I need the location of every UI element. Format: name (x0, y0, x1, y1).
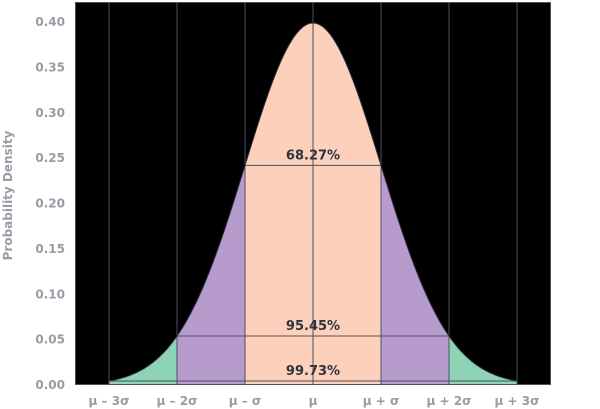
interval-label-3: 99.73% (286, 364, 340, 379)
x-tick-label: μ (309, 394, 318, 408)
x-tick-label: μ – 3σ (89, 394, 130, 408)
y-tick-label: 0.05 (35, 333, 65, 347)
interval-label-1: 68.27% (286, 148, 340, 163)
grid-lines (75, 2, 551, 385)
y-tick-label: 0.15 (35, 242, 65, 256)
y-tick-label: 0.40 (35, 15, 65, 29)
interval-label-2: 95.45% (286, 319, 340, 334)
y-tick-label: 0.00 (35, 378, 65, 392)
x-tick-label: μ + 2σ (427, 394, 472, 408)
y-axis-ticks: 0.00 0.05 0.10 0.15 0.20 0.25 0.30 0.35 0.40 (35, 15, 65, 392)
interval-labels: 68.27% 95.45% 99.73% (286, 148, 340, 379)
interval-lines (109, 164, 517, 382)
y-tick-label: 0.35 (35, 60, 65, 74)
y-tick-label: 0.20 (35, 197, 65, 211)
x-tick-label: μ – σ (229, 394, 262, 408)
plot-frame (75, 2, 551, 385)
x-axis-ticks: μ – 3σ μ – 2σ μ – σ μ μ + σ μ + 2σ μ + 3σ (89, 394, 540, 408)
x-tick-label: μ – 2σ (157, 394, 198, 408)
x-tick-label: μ + σ (363, 394, 400, 408)
density-curve (108, 22, 518, 382)
y-tick-label: 0.25 (35, 151, 65, 165)
y-tick-label: 0.30 (35, 106, 65, 120)
y-axis-title: Probability Density (1, 130, 15, 260)
x-tick-label: μ + 3σ (495, 394, 540, 408)
y-tick-label: 0.10 (35, 287, 65, 301)
